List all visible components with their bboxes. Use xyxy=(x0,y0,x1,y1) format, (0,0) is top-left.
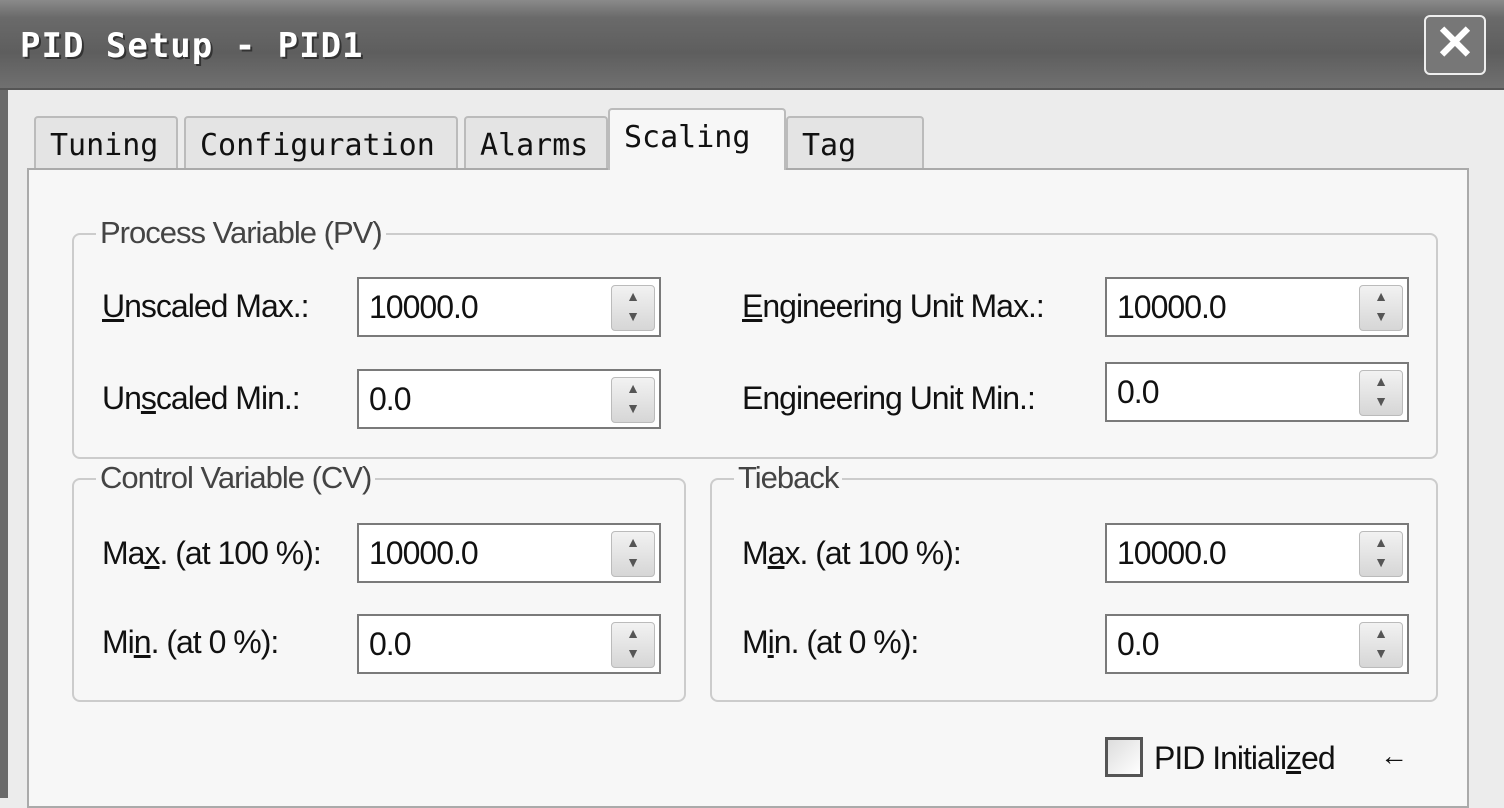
cv-min-input[interactable]: 0.0 ▲ ▼ xyxy=(357,614,661,674)
tieback-min-value[interactable]: 0.0 xyxy=(1117,626,1159,662)
tab-configuration[interactable]: Configuration xyxy=(184,116,458,170)
tieback-max-spinner[interactable]: ▲ ▼ xyxy=(1359,531,1403,577)
unscaled-max-value[interactable]: 10000.0 xyxy=(369,289,479,325)
unscaled-max-input[interactable]: 10000.0 ▲ ▼ xyxy=(357,277,661,337)
window-title: PID Setup - PID1 xyxy=(20,26,364,66)
tieback-min-label: Min. (at 0 %): xyxy=(742,624,919,660)
tieback-max-value[interactable]: 10000.0 xyxy=(1117,535,1227,571)
title-bar: PID Setup - PID1 ✕ xyxy=(0,0,1504,90)
tieback-max-input[interactable]: 10000.0 ▲ ▼ xyxy=(1105,523,1409,583)
close-icon[interactable]: ✕ xyxy=(1424,15,1486,75)
unscaled-max-spinner[interactable]: ▲ ▼ xyxy=(611,285,655,331)
unscaled-min-input[interactable]: 0.0 ▲ ▼ xyxy=(357,369,661,429)
eu-min-label: Engineering Unit Min.: xyxy=(742,380,1036,416)
window-border xyxy=(0,90,8,798)
eu-min-input[interactable]: 0.0 ▲ ▼ xyxy=(1105,362,1409,422)
eu-max-input[interactable]: 10000.0 ▲ ▼ xyxy=(1105,277,1409,337)
tab-alarms[interactable]: Alarms xyxy=(464,116,608,170)
cv-group: Control Variable (CV) xyxy=(72,460,686,702)
pv-group: Process Variable (PV) xyxy=(72,215,1438,459)
tieback-legend: Tieback xyxy=(734,460,843,496)
unscaled-min-value[interactable]: 0.0 xyxy=(369,381,411,417)
cv-min-label: Min. (at 0 %): xyxy=(102,624,279,660)
unscaled-min-label: Unscaled Min.: xyxy=(102,380,301,416)
unscaled-min-spinner[interactable]: ▲ ▼ xyxy=(611,377,655,423)
tieback-min-input[interactable]: 0.0 ▲ ▼ xyxy=(1105,614,1409,674)
tab-tag[interactable]: Tag xyxy=(786,116,924,170)
cv-max-input[interactable]: 10000.0 ▲ ▼ xyxy=(357,523,661,583)
cv-max-value[interactable]: 10000.0 xyxy=(369,535,479,571)
pid-initialized-checkbox[interactable] xyxy=(1105,737,1143,777)
tab-scaling[interactable]: Scaling xyxy=(608,108,786,170)
eu-max-spinner[interactable]: ▲ ▼ xyxy=(1359,285,1403,331)
eu-max-value[interactable]: 10000.0 xyxy=(1117,289,1227,325)
cv-legend: Control Variable (CV) xyxy=(96,460,376,496)
eu-max-label: Engineering Unit Max.: xyxy=(742,288,1045,324)
arrow-left-icon: ← xyxy=(1380,740,1408,771)
unscaled-max-label: Unscaled Max.: xyxy=(102,288,310,324)
tieback-min-spinner[interactable]: ▲ ▼ xyxy=(1359,622,1403,668)
eu-min-value[interactable]: 0.0 xyxy=(1117,374,1159,410)
tieback-group: Tieback xyxy=(710,460,1438,702)
cv-min-spinner[interactable]: ▲ ▼ xyxy=(611,622,655,668)
tab-tuning[interactable]: Tuning xyxy=(34,116,178,170)
eu-min-spinner[interactable]: ▲ ▼ xyxy=(1359,370,1403,416)
pv-legend: Process Variable (PV) xyxy=(96,215,386,251)
tieback-max-label: Max. (at 100 %): xyxy=(742,535,962,571)
cv-max-label: Max. (at 100 %): xyxy=(102,535,322,571)
pid-initialized-label[interactable]: PID Initialized xyxy=(1154,740,1336,776)
cv-max-spinner[interactable]: ▲ ▼ xyxy=(611,531,655,577)
cv-min-value[interactable]: 0.0 xyxy=(369,626,411,662)
